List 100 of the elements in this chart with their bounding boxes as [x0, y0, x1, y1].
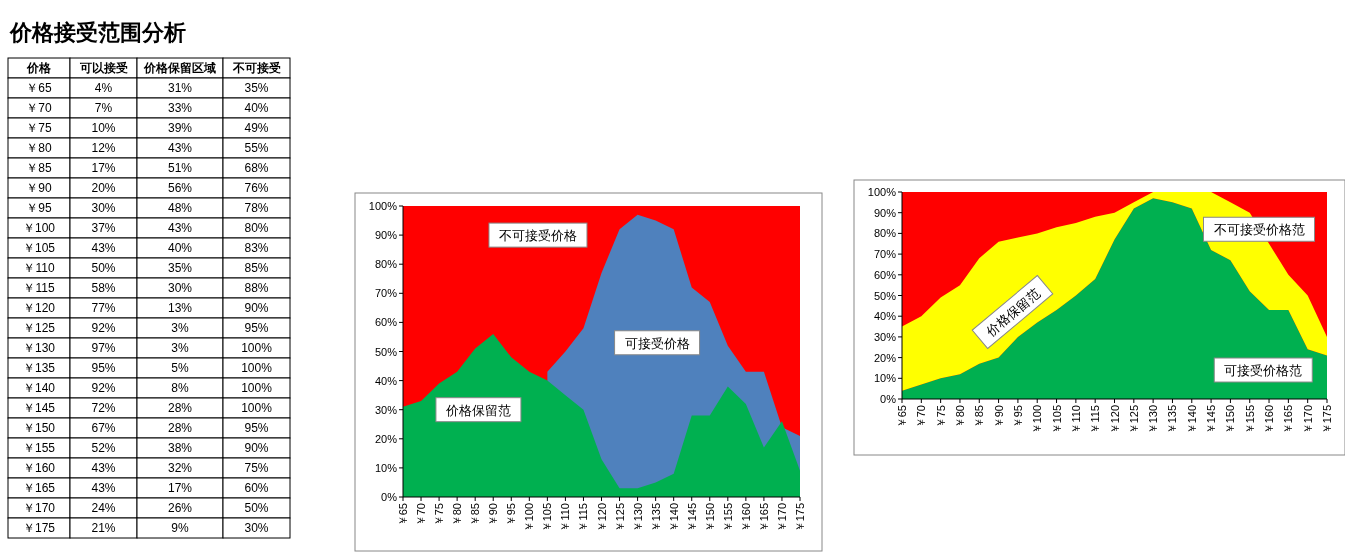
data-label: 5% [171, 361, 189, 375]
x-tick-label: ￥75 [934, 405, 947, 429]
y-tick-label: 90% [374, 229, 398, 242]
x-tick-label: ￥75 [433, 503, 446, 527]
y-tick-label: 20% [873, 351, 897, 364]
x-tick-label: ￥125 [613, 503, 626, 533]
data-label: 8% [171, 381, 189, 395]
data-label: 9% [171, 521, 189, 535]
data-label: 13% [167, 301, 193, 315]
y-tick-label: ￥90 [26, 181, 52, 195]
x-tick-label: ￥85 [469, 503, 482, 527]
y-tick-label: 90% [873, 206, 897, 219]
x-tick-label: ￥170 [775, 503, 788, 533]
x-tick-label: ￥100 [1031, 405, 1044, 435]
x-tick-label: 价格保留区域 [143, 61, 216, 75]
data-label: 95% [244, 321, 269, 335]
y-tick-label: ￥70 [26, 101, 52, 115]
annotation: 价格保留范 [444, 402, 511, 418]
y-tick-label: 70% [873, 248, 897, 261]
y-tick-label: 60% [374, 316, 398, 329]
data-label: 76% [244, 181, 269, 195]
y-tick-label: 50% [873, 289, 897, 302]
x-tick-label: ￥70 [915, 405, 928, 429]
chart-title: 价格接受范围分析 [9, 20, 186, 45]
x-tick-label: ￥105 [1050, 405, 1063, 435]
x-tick-label: ￥155 [1243, 405, 1256, 435]
data-label: 37% [91, 221, 116, 235]
x-tick-label: ￥170 [1301, 405, 1314, 435]
data-label: 33% [167, 101, 193, 115]
data-label: 7% [94, 101, 113, 115]
data-label: 26% [167, 501, 193, 515]
data-label: 68% [244, 161, 269, 175]
x-tick-label: ￥85 [973, 405, 986, 429]
annotation: 不可接受价格范 [1213, 222, 1305, 238]
data-label: 90% [244, 301, 269, 315]
data-label: 100% [241, 341, 273, 355]
data-label: 60% [244, 481, 269, 495]
y-tick-label: 0% [880, 393, 897, 405]
data-label: 40% [167, 241, 193, 255]
y-tick-label: 80% [374, 258, 398, 271]
data-label: 100% [241, 361, 273, 375]
data-label: 97% [91, 341, 116, 355]
data-label: 31% [167, 81, 193, 95]
x-tick-label: ￥165 [757, 503, 770, 533]
data-label: 95% [244, 421, 269, 435]
x-tick-label: ￥95 [505, 503, 518, 527]
x-tick-label: ￥120 [595, 503, 608, 533]
y-tick-label: 30% [873, 330, 897, 343]
data-label: 77% [91, 301, 116, 315]
x-tick-label: ￥80 [451, 503, 464, 527]
y-tick-label: ￥100 [22, 221, 56, 235]
x-tick-label: ￥145 [685, 503, 698, 533]
annotation: 可接受价格范 [1224, 363, 1303, 379]
data-label: 4% [94, 81, 113, 95]
y-tick-label: ￥140 [22, 381, 56, 395]
x-tick-label: ￥140 [1185, 405, 1198, 435]
y-tick-label: 40% [873, 310, 897, 323]
y-tick-label: ￥160 [22, 461, 56, 475]
y-tick-label: ￥135 [22, 361, 56, 375]
data-label: 32% [167, 461, 193, 475]
data-label: 80% [244, 221, 269, 235]
y-tick-label: 20% [374, 432, 398, 445]
data-label: 35% [167, 261, 193, 275]
y-tick-label: 80% [873, 227, 897, 240]
y-tick-label: ￥165 [22, 481, 56, 495]
x-tick-label: ￥155 [721, 503, 734, 533]
x-tick-label: ￥140 [667, 503, 680, 533]
y-tick-label: ￥120 [22, 301, 56, 315]
data-label: 50% [244, 501, 269, 515]
x-tick-label: ￥70 [415, 503, 428, 527]
data-label: 3% [171, 321, 189, 335]
x-tick-label: ￥115 [1089, 405, 1102, 434]
data-label: 38% [167, 441, 193, 455]
x-tick-label: 不可接受 [231, 61, 281, 75]
data-label: 58% [91, 281, 116, 295]
data-label: 100% [241, 381, 273, 395]
y-tick-label: ￥85 [26, 161, 52, 175]
y-tick-label: ￥105 [22, 241, 56, 255]
y-tick-label: ￥155 [22, 441, 56, 455]
data-label: 30% [244, 521, 269, 535]
y-tick-label: ￥130 [22, 341, 56, 355]
y-tick-label: ￥125 [22, 321, 56, 335]
data-label: 24% [91, 501, 116, 515]
annotation: 可接受价格 [624, 335, 690, 351]
data-label: 17% [167, 481, 193, 495]
y-tick-label: 10% [873, 372, 897, 385]
data-label: 85% [244, 261, 269, 275]
x-tick-label: ￥95 [1011, 405, 1024, 429]
data-label: 28% [167, 401, 193, 415]
x-tick-label: ￥175 [794, 503, 806, 533]
data-label: 43% [167, 141, 193, 155]
x-tick-label: ￥160 [739, 503, 752, 533]
x-tick-label: ￥130 [631, 503, 644, 533]
x-tick-label: 可以接受 [78, 61, 128, 75]
data-label: 17% [91, 161, 116, 175]
y-tick-label: 50% [374, 345, 398, 358]
data-label: 78% [244, 201, 269, 215]
data-label: 30% [91, 201, 116, 215]
y-tick-label: ￥95 [26, 201, 52, 215]
y-tick-label: 0% [381, 491, 398, 503]
